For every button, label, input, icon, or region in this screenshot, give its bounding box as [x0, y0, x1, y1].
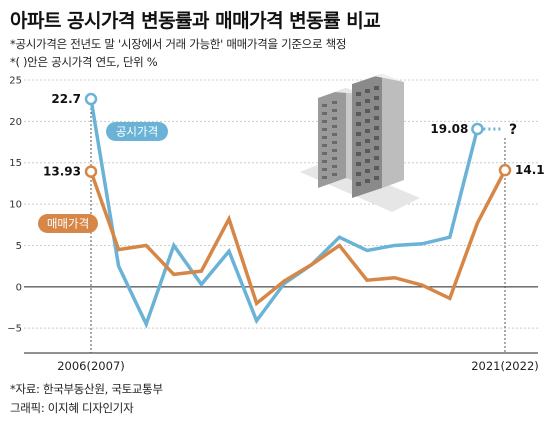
- series-tag-background: [106, 122, 168, 141]
- marker-public-price-last: [471, 122, 484, 136]
- y-tick-label: 5: [16, 241, 22, 252]
- series-line-trade-price: [89, 168, 507, 307]
- marker-public-price-first: [84, 92, 98, 106]
- graphic-credit: 그래픽: 이지혜 디자인기자: [10, 401, 134, 415]
- data-label: 22.7: [51, 92, 81, 106]
- marker-trade-price-first: [84, 165, 98, 178]
- data-label: 19.08: [430, 122, 468, 136]
- note-public-price-basis: *공시가격은 전년도 말 '시장에서 거래 가능한' 매매가격을 기준으로 책정: [10, 37, 347, 51]
- series-tag-label: 공시가격: [116, 125, 158, 139]
- y-tick-label: −5: [7, 324, 22, 335]
- marker-trade-price-last: [498, 163, 512, 177]
- series-tag-background: [38, 214, 98, 233]
- y-tick-label: 0: [16, 282, 22, 293]
- series-tag-label: 매매가격: [47, 217, 89, 231]
- x-tick-label: 2021(2022): [471, 359, 539, 373]
- series-tag-trade-price: 매매가격: [38, 214, 98, 233]
- apartment-building-illustration: [300, 74, 420, 212]
- projection-question-mark: ?: [509, 122, 517, 138]
- series-line-public-price: [89, 97, 480, 329]
- x-axis-ticks: 2006(2007) 2021(2022): [57, 359, 539, 373]
- chart-title: 아파트 공시가격 변동률과 매매가격 변동률 비교: [10, 10, 381, 32]
- y-tick-label: 20: [9, 117, 22, 128]
- y-tick-label: 25: [9, 76, 22, 87]
- y-axis-ticks: −5 0 5 10 15 20 25: [7, 76, 22, 335]
- data-labels: 22.7 13.93 19.08 14.1?: [43, 92, 545, 179]
- data-label: 14.1: [515, 163, 545, 177]
- y-tick-label: 15: [9, 158, 22, 169]
- data-series: [84, 92, 512, 329]
- x-tick-label: 2006(2007): [57, 359, 125, 373]
- y-tick-label: 10: [9, 200, 22, 211]
- gridlines: [24, 79, 538, 329]
- data-label: 13.93: [43, 165, 81, 179]
- source-note: *자료: 한국부동산원, 국토교통부: [10, 382, 163, 396]
- note-units: *( )안은 공시가격 연도, 단위 %: [10, 55, 158, 69]
- series-tag-public-price: 공시가격: [106, 122, 168, 141]
